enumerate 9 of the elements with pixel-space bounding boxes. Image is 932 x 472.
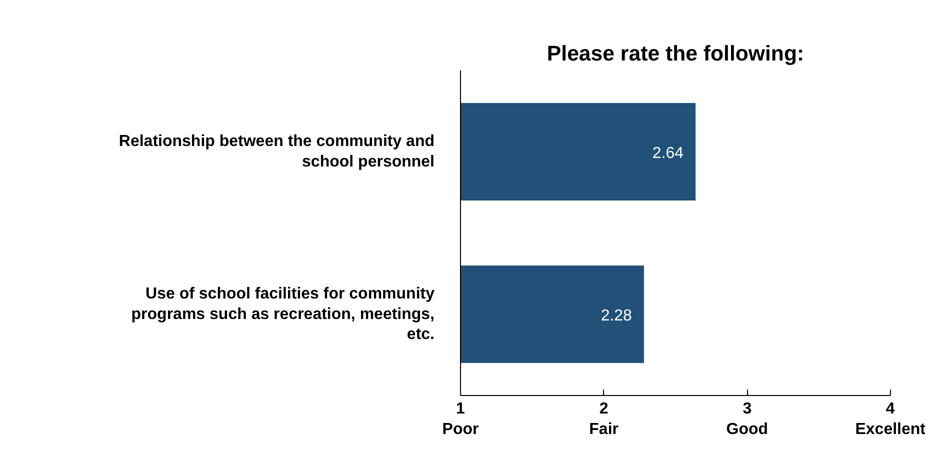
y-tick-label: Relationship between the community and school personnel	[118, 133, 434, 170]
chart-title: Please rate the following:	[546, 42, 804, 66]
x-tick-label: 4 Excellent	[855, 400, 926, 438]
data-label: 2.28	[600, 307, 632, 324]
data-label: 2.64	[652, 144, 684, 162]
x-tick-label: 3 Good	[726, 400, 768, 438]
x-tick-label: 1 Poor	[442, 400, 479, 438]
y-tick-label: Use of school facilities for community programs such as recreation, meetings, etc.	[131, 285, 435, 344]
x-tick-label: 2 Fair	[589, 400, 619, 438]
